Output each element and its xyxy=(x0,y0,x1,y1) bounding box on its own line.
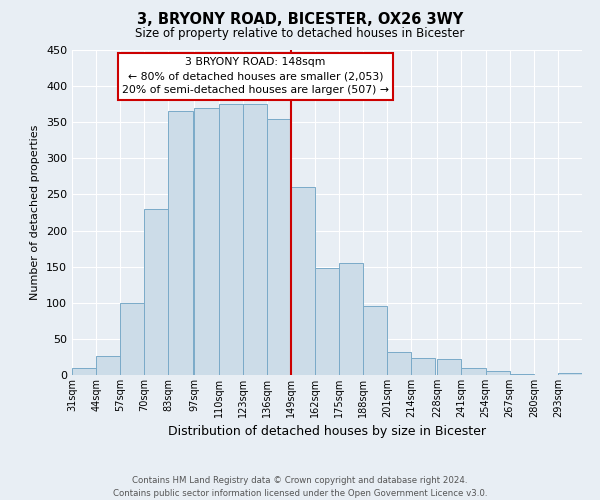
Bar xyxy=(96,356,120,375)
Text: Contains HM Land Registry data © Crown copyright and database right 2024.
Contai: Contains HM Land Registry data © Crown c… xyxy=(113,476,487,498)
Bar xyxy=(437,359,461,375)
Bar xyxy=(339,263,363,375)
X-axis label: Distribution of detached houses by size in Bicester: Distribution of detached houses by size … xyxy=(168,426,486,438)
Bar xyxy=(242,104,267,375)
Text: 3 BRYONY ROAD: 148sqm
← 80% of detached houses are smaller (2,053)
20% of semi-d: 3 BRYONY ROAD: 148sqm ← 80% of detached … xyxy=(122,57,389,95)
Bar xyxy=(387,352,412,375)
Bar xyxy=(558,373,582,375)
Bar xyxy=(412,358,436,375)
Text: Size of property relative to detached houses in Bicester: Size of property relative to detached ho… xyxy=(136,28,464,40)
Bar xyxy=(120,303,145,375)
Bar xyxy=(72,368,96,375)
Bar xyxy=(145,209,169,375)
Bar xyxy=(218,104,242,375)
Bar xyxy=(291,187,315,375)
Bar xyxy=(461,368,485,375)
Bar xyxy=(315,268,339,375)
Bar xyxy=(267,118,291,375)
Bar xyxy=(169,112,193,375)
Bar xyxy=(363,306,387,375)
Bar xyxy=(194,108,218,375)
Y-axis label: Number of detached properties: Number of detached properties xyxy=(31,125,40,300)
Bar xyxy=(485,372,509,375)
Text: 3, BRYONY ROAD, BICESTER, OX26 3WY: 3, BRYONY ROAD, BICESTER, OX26 3WY xyxy=(137,12,463,28)
Bar xyxy=(509,374,534,375)
